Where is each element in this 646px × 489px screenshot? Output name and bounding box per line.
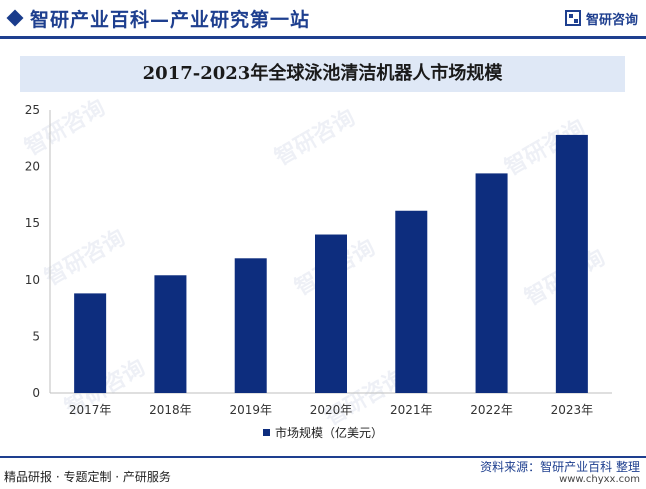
y-tick-label: 25: [25, 103, 40, 117]
x-tick-label: 2023年: [551, 403, 594, 417]
chart-title: 2017-2023年全球泳池清洁机器人市场规模: [142, 63, 503, 84]
brand[interactable]: 智研咨询: [564, 9, 638, 28]
legend-label: 市场规模（亿美元）: [274, 426, 383, 440]
footer-services: 精品研报 · 专题定制 · 产研服务: [4, 470, 171, 484]
footer-url[interactable]: www.chyxx.com: [559, 474, 640, 485]
bar: [154, 275, 187, 393]
bar: [74, 293, 107, 393]
header-divider: [0, 36, 646, 39]
x-tick-label: 2020年: [310, 403, 353, 417]
y-tick-label: 15: [25, 216, 40, 230]
x-tick-label: 2019年: [229, 403, 272, 417]
bar: [555, 134, 588, 394]
x-tick-label: 2021年: [390, 403, 433, 417]
bar: [234, 258, 267, 393]
y-tick-label: 0: [32, 386, 40, 400]
chart-title-band: 2017-2023年全球泳池清洁机器人市场规模: [20, 56, 625, 92]
x-tick-label: 2017年: [69, 403, 112, 417]
footer-divider: [0, 456, 646, 458]
y-tick-label: 5: [32, 329, 40, 343]
bar: [475, 173, 508, 393]
brand-name: 智研咨询: [585, 12, 638, 28]
site-title: 智研产业百科—产业研究第一站: [30, 9, 311, 31]
x-tick-label: 2022年: [470, 403, 513, 417]
bar: [395, 210, 428, 393]
chart-legend: 市场规模（亿美元）: [0, 424, 646, 441]
y-tick-label: 20: [25, 160, 40, 174]
brand-logo-icon: [564, 10, 581, 26]
page-footer: 精品研报 · 专题定制 · 产研服务 资料来源：智研产业百科 整理 www.ch…: [0, 456, 646, 489]
y-tick-label: 10: [25, 273, 40, 287]
footer-source: 资料来源：智研产业百科 整理: [480, 460, 640, 474]
x-tick-label: 2018年: [149, 403, 192, 417]
legend-swatch: [262, 429, 270, 436]
bar: [315, 234, 347, 393]
site-header: 智研产业百科—产业研究第一站 智研咨询: [0, 0, 646, 36]
